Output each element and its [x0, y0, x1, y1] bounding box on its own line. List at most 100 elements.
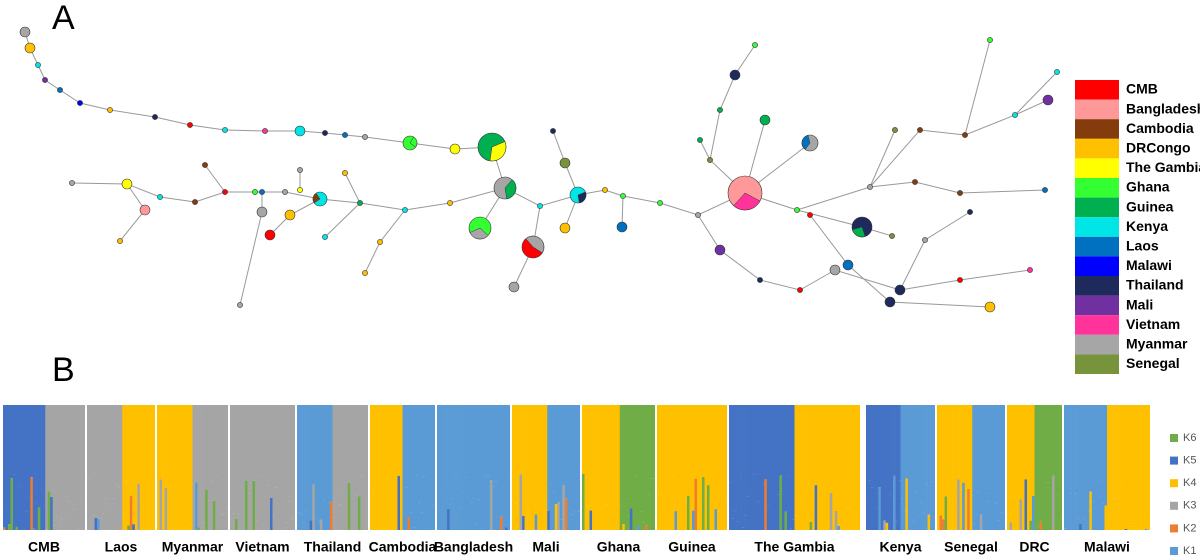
node-circle: [1042, 187, 1048, 193]
admixture-segment: [467, 498, 471, 530]
admixture-segment: [987, 405, 991, 502]
admixture-segment: [766, 505, 770, 530]
admixture-segment: [290, 519, 293, 530]
admixture-segment: [277, 405, 281, 520]
admixture-segment: [1037, 526, 1040, 530]
admixture-segment: [569, 405, 573, 515]
admixture-segment: [57, 521, 61, 530]
admixture-segment: [459, 405, 463, 509]
admixture-segment: [62, 505, 66, 530]
admixture-segment: [12, 474, 16, 530]
node: [829, 264, 841, 276]
admixture-segment: [390, 515, 393, 530]
admixture-segment: [554, 504, 558, 530]
admixture-segment: [679, 482, 683, 530]
admixture-segment: [827, 405, 831, 523]
node-circle: [256, 206, 268, 218]
admixture-segment: [482, 405, 486, 497]
admixture-segment: [829, 492, 833, 530]
admixture-segment: [514, 503, 518, 530]
admixture-segment: [984, 493, 988, 530]
admixture-segment: [220, 405, 224, 515]
admixture-segment: [157, 405, 160, 516]
admixture-segment: [1084, 405, 1088, 507]
admixture-segment: [1147, 405, 1151, 512]
node: [729, 69, 741, 81]
admixture-segment: [430, 486, 433, 530]
admixture-segment: [684, 405, 688, 499]
admixture-segment: [592, 514, 595, 530]
admixture-segment: [174, 496, 178, 530]
admixture-segment: [689, 405, 693, 487]
legend-swatch: [1075, 178, 1119, 198]
admixture-segment: [984, 405, 988, 494]
node-circle: [202, 162, 208, 168]
admixture-segment: [312, 484, 316, 530]
admixture-segment: [599, 405, 603, 505]
admixture-segment: [1107, 524, 1110, 530]
admixture-segment: [697, 405, 700, 513]
edge: [699, 139, 711, 161]
admixture-segment: [807, 514, 810, 530]
admixture-segment: [492, 405, 496, 487]
node: [447, 200, 453, 206]
admixture-segment: [407, 517, 411, 530]
admixture-segment: [117, 486, 121, 530]
admixture-segment: [464, 405, 468, 478]
admixture-segment: [297, 512, 300, 530]
admixture-segment: [594, 512, 598, 530]
admixture-segment: [60, 405, 63, 519]
node: [727, 175, 763, 211]
admixture-segment: [102, 513, 105, 530]
admixture-segment: [1079, 523, 1083, 530]
admixture-segment: [417, 405, 421, 503]
admixture-segment: [167, 509, 170, 530]
admixture-segment: [240, 405, 243, 499]
admixture-segment: [781, 475, 785, 530]
admixture-segment: [1101, 405, 1105, 504]
node-circle: [284, 209, 296, 221]
admixture-segment: [962, 482, 966, 530]
admixture-segment: [215, 405, 219, 477]
admixture-segment: [639, 405, 643, 512]
admixture-segment: [1066, 499, 1070, 530]
admixture-segment: [345, 509, 349, 530]
admixture-segment: [564, 405, 568, 499]
admixture-segment: [65, 496, 68, 530]
admixture-segment: [522, 405, 525, 516]
legend-swatch: [1075, 119, 1119, 139]
node-circle: [695, 212, 701, 218]
admixture-segment: [664, 519, 668, 530]
admixture-segment: [1122, 405, 1126, 517]
node-circle: [842, 259, 854, 271]
admixture-segment: [977, 405, 981, 493]
admixture-segment: [962, 405, 966, 483]
node-circle: [121, 178, 133, 190]
node-circle: [962, 132, 968, 138]
admixture-segment: [629, 508, 633, 530]
node: [312, 191, 328, 207]
node-circle: [894, 284, 906, 296]
node: [759, 114, 771, 126]
admixture-segment: [5, 507, 9, 530]
admixture-segment: [410, 405, 413, 513]
admixture-segment: [714, 509, 718, 530]
node-circle: [377, 239, 383, 245]
admixture-segment: [949, 529, 953, 530]
admixture-segment: [539, 405, 543, 513]
admixture-segment: [809, 405, 813, 522]
admixture-segment: [1069, 405, 1072, 494]
admixture-segment: [94, 405, 98, 519]
admixture-segment: [997, 520, 1001, 530]
admixture-segment: [709, 502, 713, 530]
node: [657, 200, 663, 206]
admixture-segment: [257, 405, 261, 477]
admixture-segment: [387, 480, 391, 530]
admixture-segment: [754, 473, 758, 530]
node: [521, 235, 545, 259]
admixture-segment: [667, 405, 670, 506]
admixture-segment: [644, 405, 648, 526]
admixture-segment: [139, 405, 143, 475]
admixture-segment: [402, 405, 406, 515]
admixture-segment: [340, 505, 343, 530]
